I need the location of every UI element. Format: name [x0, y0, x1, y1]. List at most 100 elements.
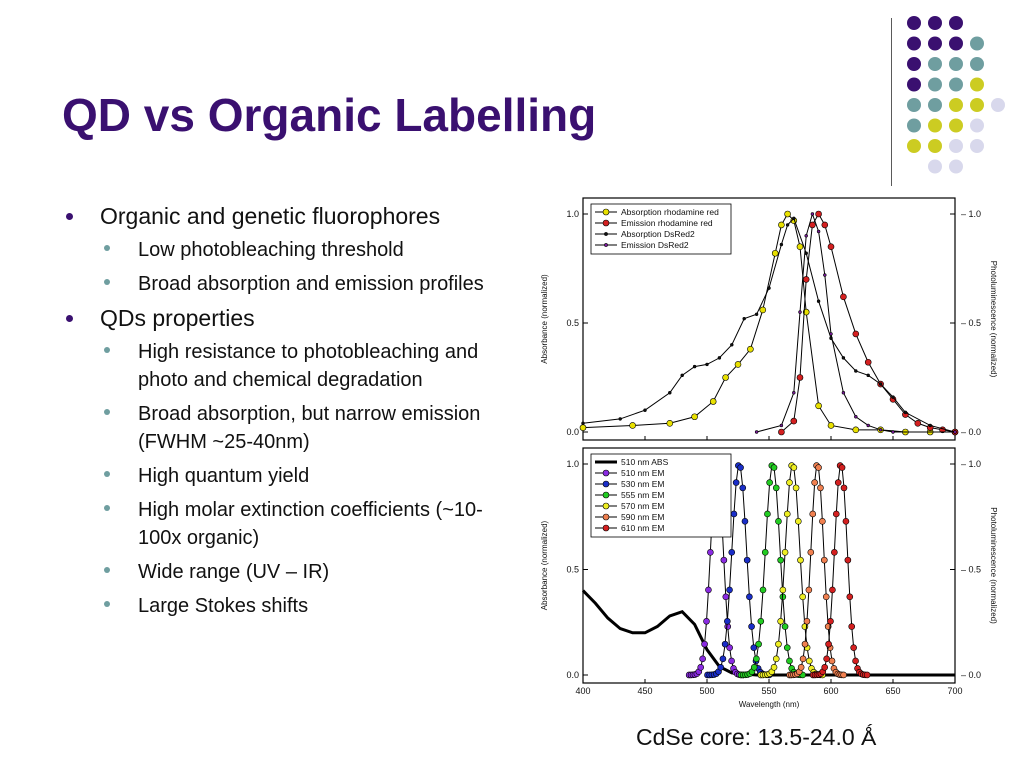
- decorative-dot: [907, 77, 921, 92]
- data-point: [903, 410, 908, 415]
- data-point: [825, 640, 832, 648]
- data-point: [783, 644, 791, 651]
- data-point: [829, 332, 833, 336]
- data-point: [721, 640, 729, 648]
- data-point: [772, 655, 780, 663]
- data-point: [747, 345, 754, 353]
- data-point: [785, 223, 790, 227]
- y-tick-label: 0.5: [566, 318, 579, 328]
- data-point: [750, 663, 758, 671]
- data-point: [846, 593, 854, 601]
- x-tick-label: 450: [637, 686, 652, 696]
- decorative-dot: [970, 77, 984, 92]
- data-point: [668, 391, 672, 395]
- data-point: [779, 586, 787, 594]
- y2-tick-label: – 0.0: [961, 427, 981, 437]
- data-point: [778, 428, 785, 436]
- data-point: [772, 484, 780, 492]
- data-point: [786, 479, 793, 486]
- series-line: [789, 464, 844, 676]
- y-axis-label: Absorbance (normalized): [540, 274, 549, 364]
- data-point: [799, 593, 807, 601]
- data-point: [811, 479, 818, 486]
- series-line: [756, 212, 955, 433]
- decorative-dot: [991, 98, 1005, 112]
- data-point: [732, 479, 740, 486]
- data-point: [827, 422, 835, 429]
- data-point: [761, 549, 769, 556]
- data-point: [798, 310, 802, 314]
- decorative-dot: [907, 16, 921, 30]
- data-point: [854, 415, 858, 419]
- legend-swatch-marker: [602, 491, 610, 499]
- sub-bullet-text: Low photobleaching threshold: [138, 239, 404, 261]
- data-point: [827, 617, 834, 625]
- data-point: [848, 623, 856, 630]
- sub-bullet: Broad absorption, but narrow emission (F…: [100, 400, 502, 456]
- data-point: [778, 221, 785, 229]
- data-point: [786, 657, 793, 665]
- decorative-dot: [949, 98, 963, 112]
- data-point: [697, 663, 705, 671]
- y2-axis-label: Photoluminescence (normalized): [989, 507, 998, 624]
- data-point: [720, 556, 728, 564]
- x-axis-label: Wavelength (nm): [739, 700, 800, 709]
- decorative-dot: [970, 118, 984, 133]
- data-point: [878, 382, 883, 386]
- data-point: [804, 234, 808, 238]
- data-point: [866, 373, 870, 378]
- data-point: [850, 644, 857, 651]
- data-point: [806, 657, 813, 665]
- data-point: [816, 299, 821, 303]
- data-point: [803, 617, 811, 625]
- data-point: [790, 417, 798, 425]
- decorative-dot: [928, 139, 942, 153]
- data-point: [629, 422, 636, 429]
- y-tick-label: 0.0: [566, 427, 579, 437]
- data-point: [759, 306, 767, 314]
- legend-swatch-marker: [602, 469, 610, 477]
- sub-bullet: High resistance to photobleaching and ph…: [100, 338, 502, 394]
- data-point: [852, 330, 860, 338]
- sub-bullet: High quantum yield: [100, 462, 502, 490]
- series-590-nm-em: [786, 462, 847, 679]
- series-line: [740, 464, 803, 676]
- data-point: [754, 312, 759, 316]
- data-point: [701, 640, 708, 648]
- data-point: [799, 655, 807, 663]
- sub-bullet-text: Broad absorption, but narrow emission (F…: [138, 403, 481, 453]
- decorative-dot: [928, 77, 942, 92]
- y-tick-label: 0.0: [566, 670, 579, 680]
- series-emission-dsred2: [754, 212, 957, 434]
- x-tick-label: 650: [885, 686, 900, 696]
- data-point: [754, 430, 759, 434]
- data-point: [777, 556, 784, 564]
- data-point: [821, 556, 828, 564]
- figure-caption: CdSe core: 13.5-24.0 Ǻ: [636, 724, 877, 750]
- data-point: [579, 424, 587, 431]
- sub-bullet-text: High quantum yield: [138, 465, 310, 487]
- data-point: [834, 479, 842, 486]
- data-point: [770, 663, 778, 671]
- data-point: [863, 671, 871, 679]
- sub-bullet-text: High resistance to photobleaching and ph…: [138, 341, 479, 391]
- data-point: [928, 423, 932, 428]
- data-point: [750, 644, 758, 651]
- y-axis-label: Absorbance (normalized): [540, 520, 549, 610]
- decorative-dot: [928, 98, 942, 112]
- legend-swatch-marker: [602, 208, 610, 216]
- legend-swatch-marker: [602, 524, 610, 532]
- data-point: [728, 549, 736, 556]
- data-point: [781, 549, 789, 556]
- spectra-chart: 0.0 0.5 1.0 – 0.0 – 0.5 – 1.0 Absorbance (norm…: [540, 197, 998, 709]
- decorative-dot: [949, 16, 963, 30]
- decorative-dot: [970, 98, 984, 112]
- data-point: [794, 518, 802, 525]
- data-point: [878, 428, 883, 432]
- decorative-dot: [928, 36, 942, 51]
- data-point: [796, 243, 804, 251]
- data-point: [775, 518, 782, 525]
- data-point: [792, 216, 796, 221]
- data-point: [764, 510, 771, 518]
- data-point: [724, 617, 731, 625]
